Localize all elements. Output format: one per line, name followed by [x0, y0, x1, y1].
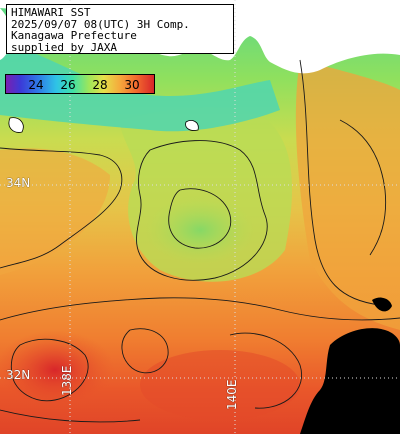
lat-label-lower: 32N	[6, 368, 31, 382]
warm-southwest-patch	[0, 330, 115, 410]
colorbar-tick-24: 24	[28, 78, 44, 92]
lat-label-upper: 34N	[6, 176, 31, 190]
island-small-bay	[185, 120, 199, 131]
info-line-timestamp: 2025/09/07 08(UTC) 3H Comp.	[11, 18, 190, 30]
lon-label-right: 140E	[225, 379, 239, 411]
cool-core	[145, 195, 255, 265]
warm-south-band	[140, 350, 300, 420]
island-small-west	[8, 117, 24, 133]
info-line-credit: supplied by JAXA	[11, 41, 117, 53]
warm-east-region	[295, 60, 400, 330]
warm-west-region	[0, 148, 110, 275]
lon-label-left: 138E	[60, 365, 74, 397]
no-data-region	[300, 328, 400, 434]
isotherm-contours	[0, 59, 400, 423]
colorbar-tick-28: 28	[92, 78, 108, 92]
info-box: HIMAWARI SST 2025/09/07 08(UTC) 3H Comp.…	[6, 4, 234, 54]
colorbar-tick-26: 26	[60, 78, 76, 92]
colorbar-tick-30: 30	[124, 78, 140, 92]
info-line-region: Kanagawa Prefecture	[11, 30, 137, 42]
no-data-speck	[372, 297, 392, 312]
info-line-dataset: HIMAWARI SST	[11, 7, 91, 19]
sst-colorbar: 24 26 28 30	[5, 74, 155, 94]
